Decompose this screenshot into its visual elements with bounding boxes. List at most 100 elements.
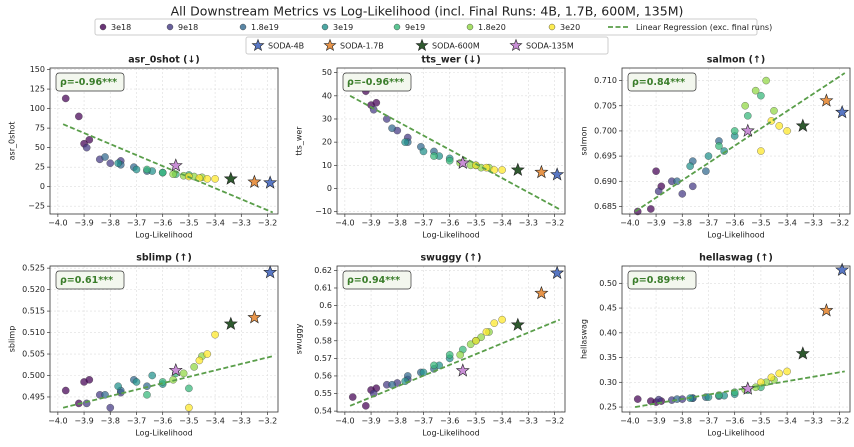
- data-point: [106, 159, 115, 168]
- plot-area: [50, 266, 278, 412]
- annotation: ρ=0.89***: [632, 275, 685, 286]
- data-point: [148, 371, 156, 380]
- y-tick-label: 0.500: [22, 371, 45, 380]
- y-tick-label: 0.685: [594, 202, 617, 211]
- x-tick-label: −3.9: [646, 219, 665, 228]
- data-point: [689, 182, 697, 191]
- legend-label: 3e19: [333, 23, 353, 32]
- axes-frame: [49, 67, 279, 215]
- y-tick-label: 0.690: [594, 177, 617, 186]
- regression-line: [349, 95, 561, 211]
- data-point: [741, 102, 749, 110]
- axes-frame: [621, 67, 851, 215]
- final-run-star: [835, 104, 850, 119]
- y-tick-label: 0: [327, 184, 332, 193]
- legend-marker: [99, 23, 107, 31]
- legend-label: SODA-135M: [526, 42, 574, 51]
- x-tick-label: −3.3: [232, 417, 251, 426]
- x-axis-label: Log-Likelihood: [135, 429, 193, 438]
- final-run-star: [795, 346, 810, 360]
- legend-marker: [166, 23, 174, 31]
- legend-box: [245, 36, 609, 55]
- legend-marker: [323, 38, 337, 52]
- x-tick-label: −3.6: [440, 219, 459, 228]
- x-tick-label: −3.3: [519, 417, 538, 426]
- y-tick-label: 10: [322, 161, 332, 170]
- data-point: [85, 136, 94, 144]
- chart-title: swuggy (↑): [421, 253, 482, 264]
- regression-line: [62, 355, 273, 409]
- annotation-box: [342, 72, 412, 92]
- y-tick-label: 0.54: [314, 407, 332, 416]
- data-point: [654, 187, 663, 196]
- y-tick-label: −10: [315, 207, 332, 216]
- y-tick-label: 0: [40, 182, 45, 191]
- annotation: ρ=-0.96***: [347, 77, 404, 88]
- x-tick-label: −3.8: [101, 417, 120, 426]
- final-run-star: [247, 174, 262, 188]
- data-point: [445, 156, 454, 165]
- x-tick-label: −3.2: [258, 417, 277, 426]
- x-tick-label: −4.0: [48, 219, 67, 228]
- y-tick-label: 0.495: [22, 392, 45, 401]
- y-axis-label: sblimp: [8, 326, 17, 353]
- data-point: [203, 350, 211, 358]
- axes-frame: [336, 67, 566, 215]
- data-point: [704, 152, 713, 160]
- data-point: [466, 340, 475, 349]
- final-run-star: [835, 262, 850, 276]
- data-point: [348, 393, 357, 401]
- y-axis-label: tts_wer: [295, 126, 304, 156]
- final-run-star: [263, 265, 278, 279]
- x-tick-label: −3.2: [830, 219, 849, 228]
- legend-label: 9e19: [405, 23, 425, 32]
- x-tick-label: −3.4: [205, 417, 224, 426]
- x-tick-label: −3.7: [414, 417, 433, 426]
- x-tick-label: −3.6: [153, 219, 172, 228]
- x-tick-label: −4.0: [48, 417, 67, 426]
- data-point: [445, 351, 454, 359]
- legend-label: 1.8e19: [251, 23, 279, 32]
- final-run-star: [247, 310, 262, 324]
- x-tick-label: −4.0: [620, 417, 639, 426]
- y-tick-label: 0.59: [314, 319, 332, 328]
- data-point: [158, 168, 167, 177]
- y-tick-label: 0.40: [599, 328, 617, 337]
- y-tick-label: 0.61: [314, 283, 332, 292]
- legend-label: SODA-4B: [268, 42, 304, 51]
- y-tick-label: 0.515: [22, 307, 45, 316]
- y-tick-label: 0.510: [22, 328, 45, 337]
- data-point: [61, 94, 70, 103]
- data-point: [775, 369, 783, 378]
- subplot: −4.0 −3.9 −3.8 −3.7 −3.6 −3.5 −3.4 −3.3 −3.2 0.68…: [580, 55, 851, 240]
- x-tick-label: −3.5: [751, 417, 770, 426]
- final-run-star: [740, 381, 755, 395]
- data-point: [195, 356, 204, 365]
- x-tick-label: −3.8: [101, 219, 120, 228]
- axes-frame: [49, 265, 279, 413]
- y-tick-label: 0.525: [22, 264, 45, 273]
- x-tick-label: −3.6: [725, 219, 744, 228]
- data-point: [783, 367, 791, 376]
- data-point: [106, 403, 115, 412]
- x-tick-label: −3.2: [545, 219, 564, 228]
- regression-line: [634, 72, 846, 213]
- data-point: [401, 138, 409, 146]
- y-tick-label: 0.700: [594, 126, 617, 135]
- x-tick-label: −4.0: [335, 417, 354, 426]
- data-point: [85, 376, 94, 384]
- x-tick-label: −3.5: [466, 219, 485, 228]
- y-tick-label: 50: [35, 143, 45, 152]
- y-tick-label: 0.57: [314, 354, 332, 363]
- y-tick-label: 0.505: [22, 350, 45, 359]
- regression-line: [634, 370, 845, 408]
- final-run-star: [740, 123, 755, 137]
- data-point: [498, 166, 506, 174]
- data-point: [211, 330, 219, 339]
- plot-area: [337, 68, 565, 214]
- final-run-star: [795, 118, 810, 132]
- data-point: [498, 315, 506, 324]
- subplot: −4.0 −3.9 −3.8 −3.7 −3.6 −3.5 −3.4 −3.3 −3.2 0.25…: [580, 253, 851, 438]
- final-run-star: [819, 303, 834, 317]
- x-tick-label: −3.9: [74, 219, 93, 228]
